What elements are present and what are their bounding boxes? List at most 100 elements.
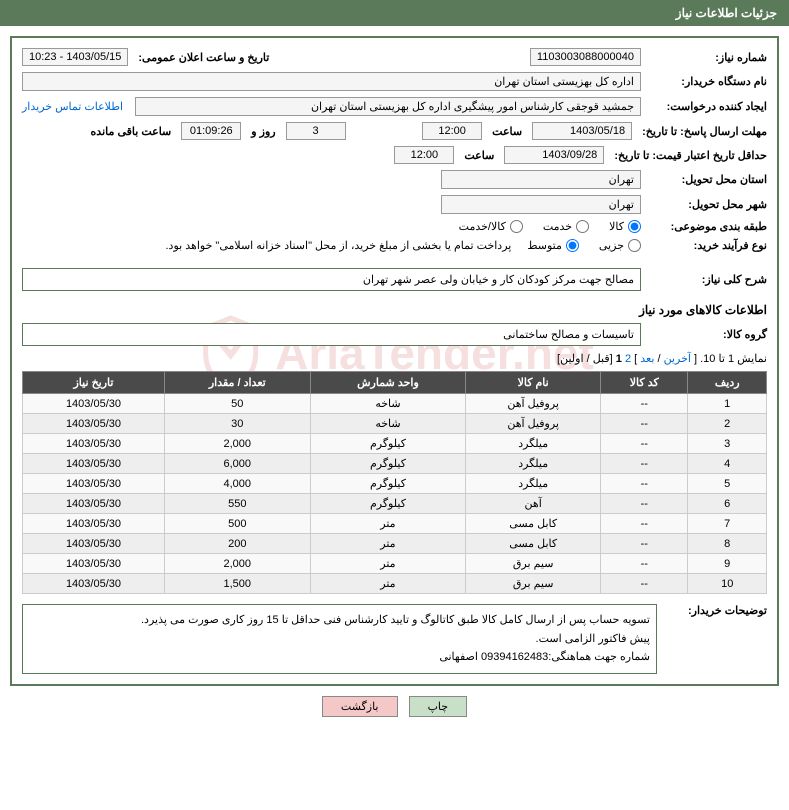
table-cell: 500 bbox=[164, 514, 310, 534]
radio-goods-service[interactable]: کالا/خدمت bbox=[459, 220, 523, 233]
table-cell: -- bbox=[601, 394, 688, 414]
response-deadline-time: 12:00 bbox=[422, 122, 482, 140]
row-purchase-type: نوع فرآیند خرید: جزیی متوسط پرداخت تمام … bbox=[22, 239, 767, 252]
buyer-notes-line1: تسویه حساب پس از ارسال کامل کالا طبق کات… bbox=[29, 611, 650, 630]
radio-service[interactable]: خدمت bbox=[543, 220, 589, 233]
buyer-org-label: نام دستگاه خریدار: bbox=[647, 75, 767, 88]
buyer-notes-label: توضیحات خریدار: bbox=[667, 604, 767, 674]
table-cell: میلگرد bbox=[466, 454, 601, 474]
table-cell: میلگرد bbox=[466, 434, 601, 454]
delivery-city-value: تهران bbox=[441, 195, 641, 214]
radio-partial-input[interactable] bbox=[628, 239, 641, 252]
table-row: 8--کابل مسیمتر2001403/05/30 bbox=[23, 534, 767, 554]
table-cell: -- bbox=[601, 434, 688, 454]
table-cell: 4,000 bbox=[164, 474, 310, 494]
radio-medium-input[interactable] bbox=[566, 239, 579, 252]
table-cell: 1403/05/30 bbox=[23, 454, 165, 474]
buyer-notes-line3: شماره جهت هماهنگی:09394162483 اصفهانی bbox=[29, 648, 650, 667]
buyer-contact-link[interactable]: اطلاعات تماس خریدار bbox=[22, 100, 129, 113]
radio-goods[interactable]: کالا bbox=[609, 220, 641, 233]
announce-datetime-value: 1403/05/15 - 10:23 bbox=[22, 48, 128, 66]
pager-page-2[interactable]: 2 bbox=[625, 353, 631, 365]
table-cell: 200 bbox=[164, 534, 310, 554]
min-validity-time: 12:00 bbox=[394, 146, 454, 164]
table-cell: 4 bbox=[688, 454, 767, 474]
button-bar: چاپ بازگشت bbox=[0, 696, 789, 717]
page-header: جزئیات اطلاعات نیاز bbox=[0, 0, 789, 26]
table-cell: 1403/05/30 bbox=[23, 554, 165, 574]
days-remaining: 3 bbox=[286, 122, 346, 140]
table-cell: کیلوگرم bbox=[310, 454, 466, 474]
purchase-type-label: نوع فرآیند خرید: bbox=[647, 239, 767, 252]
table-cell: 9 bbox=[688, 554, 767, 574]
row-delivery-city: شهر محل تحویل: تهران bbox=[22, 195, 767, 214]
buyer-notes-line2: پیش فاکتور الزامی است. bbox=[29, 630, 650, 649]
pager-prev: قبل bbox=[593, 353, 610, 365]
radio-goods-service-label: کالا/خدمت bbox=[459, 220, 506, 233]
table-body: 1--پروفیل آهنشاخه501403/05/302--پروفیل آ… bbox=[23, 394, 767, 594]
requester-value: جمشید قوجقی کارشناس امور پیشگیری اداره ک… bbox=[135, 97, 641, 116]
radio-service-input[interactable] bbox=[576, 220, 589, 233]
need-number-value: 1103003088000040 bbox=[530, 48, 641, 66]
payment-note: پرداخت تمام یا بخشی از مبلغ خرید، از محل… bbox=[166, 239, 522, 252]
days-and-label: روز و bbox=[247, 125, 279, 138]
table-cell: -- bbox=[601, 534, 688, 554]
table-cell: کیلوگرم bbox=[310, 434, 466, 454]
table-cell: کابل مسی bbox=[466, 514, 601, 534]
delivery-province-label: استان محل تحویل: bbox=[647, 173, 767, 186]
table-cell: کیلوگرم bbox=[310, 474, 466, 494]
table-cell: پروفیل آهن bbox=[466, 394, 601, 414]
table-cell: 8 bbox=[688, 534, 767, 554]
purchase-type-radios: جزیی متوسط bbox=[527, 239, 641, 252]
pager-last[interactable]: آخرین bbox=[664, 353, 691, 365]
table-cell: 7 bbox=[688, 514, 767, 534]
table-cell: -- bbox=[601, 414, 688, 434]
table-cell: -- bbox=[601, 574, 688, 594]
goods-table: ردیف کد کالا نام کالا واحد شمارش تعداد /… bbox=[22, 371, 767, 594]
table-row: 10--سیم برقمتر1,5001403/05/30 bbox=[23, 574, 767, 594]
th-qty: تعداد / مقدار bbox=[164, 372, 310, 394]
need-number-label: شماره نیاز: bbox=[647, 51, 767, 64]
print-button[interactable]: چاپ bbox=[409, 696, 468, 717]
time-remaining-label: ساعت باقی مانده bbox=[87, 125, 176, 138]
table-row: 1--پروفیل آهنشاخه501403/05/30 bbox=[23, 394, 767, 414]
table-cell: متر bbox=[310, 554, 466, 574]
delivery-province-value: تهران bbox=[441, 170, 641, 189]
overall-desc-value: مصالح جهت مرکز کودکان کار و خیابان ولی ع… bbox=[22, 268, 641, 291]
time-label-2: ساعت bbox=[460, 149, 498, 162]
table-cell: -- bbox=[601, 554, 688, 574]
category-label: طبقه بندی موضوعی: bbox=[647, 220, 767, 233]
table-cell: سیم برق bbox=[466, 554, 601, 574]
table-row: 2--پروفیل آهنشاخه301403/05/30 bbox=[23, 414, 767, 434]
table-cell: 1403/05/30 bbox=[23, 414, 165, 434]
table-cell: کابل مسی bbox=[466, 534, 601, 554]
pager: نمایش 1 تا 10. [ آخرین / بعد ] 2 1 [قبل … bbox=[22, 352, 767, 365]
th-unit: واحد شمارش bbox=[310, 372, 466, 394]
table-cell: 550 bbox=[164, 494, 310, 514]
table-cell: 6,000 bbox=[164, 454, 310, 474]
radio-goods-service-input[interactable] bbox=[510, 220, 523, 233]
goods-group-label: گروه کالا: bbox=[647, 328, 767, 341]
row-overall-desc: شرح کلی نیاز: مصالح جهت مرکز کودکان کار … bbox=[22, 268, 767, 291]
table-cell: 10 bbox=[688, 574, 767, 594]
table-cell: -- bbox=[601, 474, 688, 494]
back-button[interactable]: بازگشت bbox=[322, 696, 398, 717]
pager-next[interactable]: بعد bbox=[640, 353, 654, 365]
table-cell: -- bbox=[601, 454, 688, 474]
radio-service-label: خدمت bbox=[543, 220, 572, 233]
radio-medium-label: متوسط bbox=[527, 239, 562, 252]
radio-medium[interactable]: متوسط bbox=[527, 239, 579, 252]
table-cell: 1403/05/30 bbox=[23, 534, 165, 554]
table-cell: شاخه bbox=[310, 394, 466, 414]
table-row: 4--میلگردکیلوگرم6,0001403/05/30 bbox=[23, 454, 767, 474]
goods-info-title: اطلاعات کالاهای مورد نیاز bbox=[22, 303, 767, 317]
row-buyer-org: نام دستگاه خریدار: اداره کل بهزیستی استا… bbox=[22, 72, 767, 91]
pager-first: اولین bbox=[560, 353, 583, 365]
radio-partial[interactable]: جزیی bbox=[599, 239, 641, 252]
delivery-city-label: شهر محل تحویل: bbox=[647, 198, 767, 211]
radio-goods-input[interactable] bbox=[628, 220, 641, 233]
table-cell: -- bbox=[601, 514, 688, 534]
radio-goods-label: کالا bbox=[609, 220, 624, 233]
table-cell: 2,000 bbox=[164, 554, 310, 574]
table-cell: کیلوگرم bbox=[310, 494, 466, 514]
